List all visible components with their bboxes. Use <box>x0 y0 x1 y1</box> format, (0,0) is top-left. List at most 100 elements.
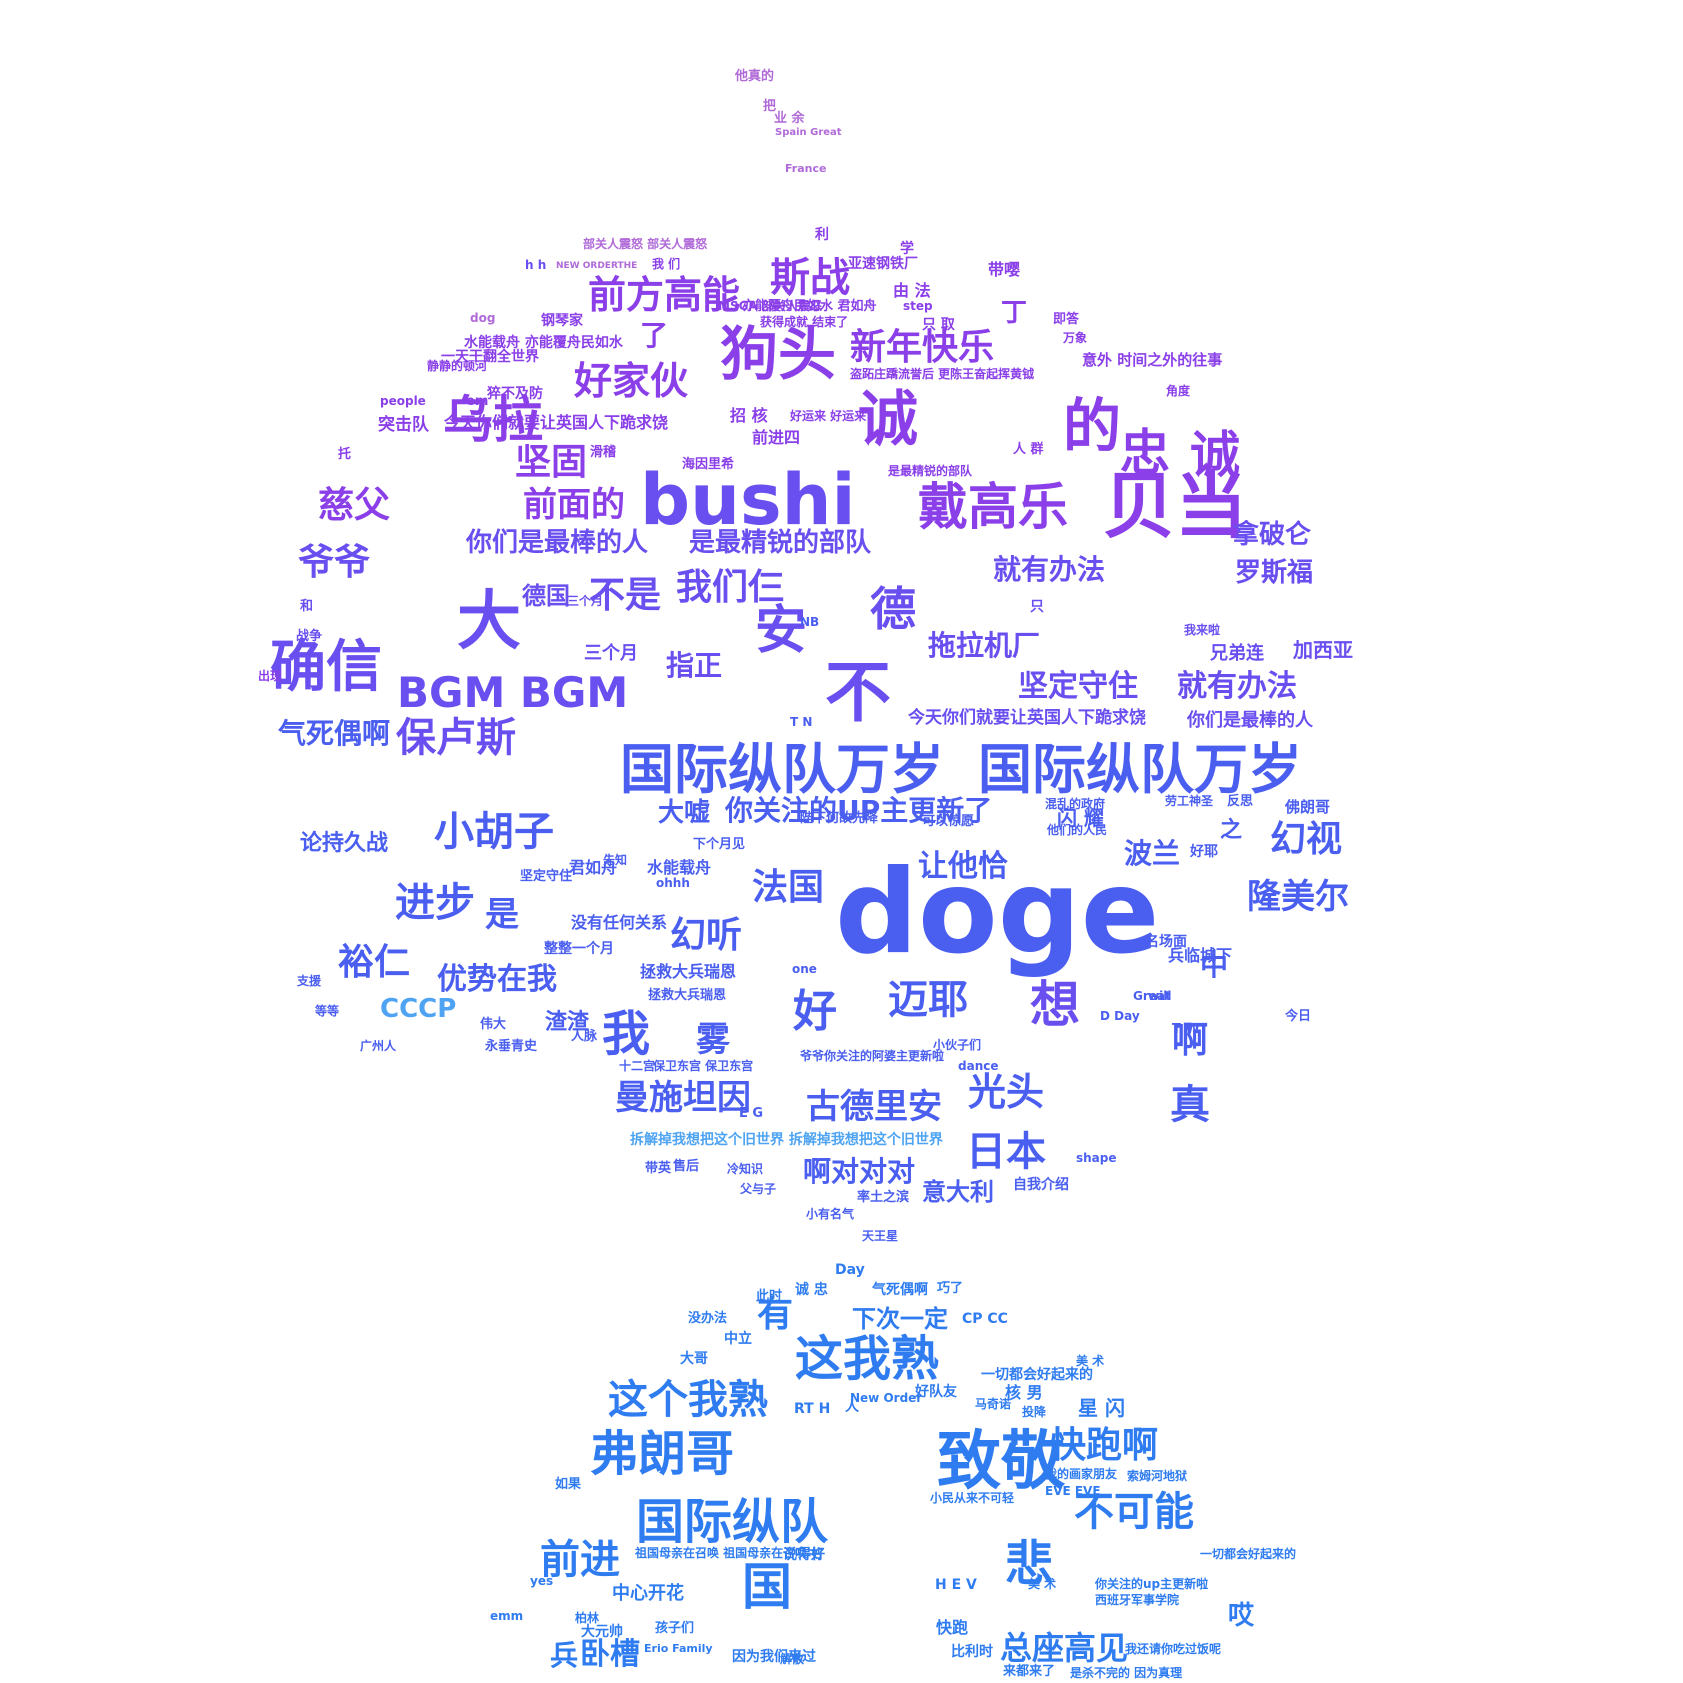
word-nimenshizuibangderen: 你们是最棒的人 <box>466 528 649 558</box>
word-daiying: 带英 <box>645 1161 672 1176</box>
word-fuyuzi: 父与子 <box>740 1182 777 1196</box>
word-xinniankuaile: 新年快乐 <box>850 327 995 368</box>
word-xiongdilian: 兄弟连 <box>1210 643 1264 664</box>
word-zhen: 真 <box>1170 1082 1210 1128</box>
word-an: 安 <box>755 601 808 661</box>
word-bingqing: 兵 <box>550 1639 579 1672</box>
word-sslp: 一切都会好起来的 <box>1200 1547 1297 1561</box>
word-xiacinyiding: 下次一定 <box>852 1305 948 1333</box>
word-huaji: 滑稽 <box>590 445 617 460</box>
word-jiuyoubanfa2: 就有办法 <box>1177 669 1297 704</box>
word-zhongli: 中立 <box>724 1331 752 1347</box>
word-fulang: 佛朗哥 <box>1285 798 1331 816</box>
word-you: 有 <box>757 1294 794 1335</box>
word-baolusi: 保卢斯 <box>396 715 516 761</box>
word-jiaozheng2: 了 <box>640 319 669 352</box>
word-zhiyuan: 支援 <box>297 974 322 988</box>
word-bolan: 波兰 <box>1124 837 1181 870</box>
word-yuren: 裕仁 <box>338 942 411 983</box>
word-zongzuogaojian: 总座高见 <box>1000 1629 1129 1667</box>
word-nb: NB <box>800 615 820 629</box>
word-zhijiaojin: 下个月见 <box>693 837 746 852</box>
word-beidang: 贝当 <box>1103 464 1248 548</box>
word-guangzhou: 广州人 <box>360 1039 397 1053</box>
word-qipailou: 气死偶啊 <box>872 1282 928 1298</box>
word-zhong: 忠 <box>1120 424 1170 482</box>
word-wu: 雾 <box>696 1020 730 1060</box>
word-jiaozi: 孩子们 <box>655 1621 695 1636</box>
word-zhongdengqing: 钢琴家 <box>541 313 583 329</box>
word-renqun: 人 群 <box>1013 442 1044 457</box>
word-jinriniwei: 今天你们就要让英国人下跪求饶 <box>444 413 669 432</box>
word-manshitanyin: 曼施坦因 <box>615 1078 751 1118</box>
word-gjzd1: 国际纵队万岁 <box>620 738 944 801</box>
word-folangge: 弗朗哥 <box>590 1426 735 1482</box>
word-zhiguo: 中 <box>1200 949 1229 982</box>
word-a: 啊 <box>1172 1020 1209 1061</box>
word-xiaojiesi: 小伙子们 <box>933 1038 982 1052</box>
word-emm: emm <box>490 1609 524 1623</box>
word-shu: 书 <box>808 1547 822 1563</box>
word-dalang: 大元帅 <box>581 1624 623 1640</box>
word-spain-great: Spain Great <box>775 127 842 138</box>
word-nimenzuibang: 你们是最棒的人 <box>1187 710 1313 731</box>
word-faguo: 法国 <box>752 867 825 908</box>
word-kuaipao: 快跑 <box>936 1618 969 1637</box>
word-dengdeng: 等等 <box>315 1004 340 1018</box>
word-jieshou: 解散 <box>780 1652 805 1666</box>
word-zhegewoshu: 这个我熟 <box>608 1377 768 1423</box>
word-france: France <box>785 162 827 175</box>
word-haoduiyou: 好队友 <box>915 1384 957 1400</box>
word-shalu: 意外 时间之外的往事 <box>1082 351 1223 369</box>
word-tn: T N <box>790 715 813 729</box>
word-kuaipaoa: 快跑啊 <box>1050 1425 1159 1466</box>
word-youhui: 可以惊愿 <box>922 814 975 829</box>
word-renmai: 人脉 <box>571 1029 598 1044</box>
word-zhongxin: 中心开花 <box>612 1583 684 1604</box>
word-daliang: 大哥 <box>680 1351 708 1367</box>
word-shi: 是 <box>485 895 519 935</box>
word-qianmiande: 前面的 <box>523 485 625 525</box>
word-bukeneng: 不可能 <box>1074 1489 1194 1535</box>
word-da: 大 <box>457 585 521 659</box>
word-jiekou: 只 取 <box>922 317 955 333</box>
word-tamen: 他们的人民 <box>1047 823 1108 837</box>
word-citi: 此时 <box>756 1289 783 1304</box>
word-mingchang: 名场面 <box>1145 934 1187 950</box>
word-erio: Erio Family <box>644 1642 713 1655</box>
word-bi: 比利时 <box>951 1644 993 1660</box>
word-shuodehao: 说得好 <box>783 1547 825 1563</box>
word-dday: D Day <box>1100 1009 1140 1023</box>
word-gjzd2: 国际纵队万岁 <box>978 738 1302 801</box>
word-xiaohuzi: 小胡子 <box>434 809 554 855</box>
word-naozhong: 想 <box>1030 976 1080 1034</box>
word-luosifu: 罗斯福 <box>1235 558 1314 588</box>
word-cifu: 慈父 <box>318 485 391 526</box>
word-sanzhe: 三个月 <box>567 594 604 608</box>
word-zhadan: 渣渣 <box>545 1010 590 1035</box>
word-haojiahuo: 好家伙 <box>574 359 689 403</box>
word-ke: 柏林 <box>575 1611 600 1625</box>
word-yijian: 亦能覆舟民如水 君如舟 <box>742 299 877 314</box>
word-cheng: 诚 <box>858 385 918 455</box>
word-deguo: 德国 <box>522 582 570 610</box>
word-yes: yes <box>530 1574 554 1588</box>
word-biaoyan: 我来啦 <box>1184 623 1221 637</box>
word-tianwang: 天王星 <box>862 1229 899 1243</box>
word-neworder: NEW ORDERTHE <box>556 261 638 271</box>
word-eve: EVE EVE <box>1045 1484 1101 1498</box>
word-fulangge2: 你关注的up主更新啦 <box>1095 1577 1209 1591</box>
word-jinri: 今日 <box>1285 1009 1312 1024</box>
word-huoqu: 获得成就 结束了 <box>760 315 849 329</box>
word-jinriniwei2: 今天你们就要让英国人下跪求饶 <box>908 708 1146 728</box>
word-yeye: 爷爷 <box>298 542 371 583</box>
word-zhongdengyi: 角度 <box>1166 384 1191 398</box>
word-longmeier: 隆美尔 <box>1247 877 1349 917</box>
word-bingren: 兵临城下 <box>1168 946 1233 965</box>
word-meiyourenheguanxi: 没有任何关系 <box>571 913 668 932</box>
word-qianfanggaoneng: 前方高能 <box>588 273 741 317</box>
word-shape: shape <box>1076 1151 1117 1165</box>
word-sange: 三个月 <box>584 643 638 664</box>
word-day: Day <box>835 1262 865 1278</box>
word-jijin: 即答 <box>1053 312 1080 327</box>
